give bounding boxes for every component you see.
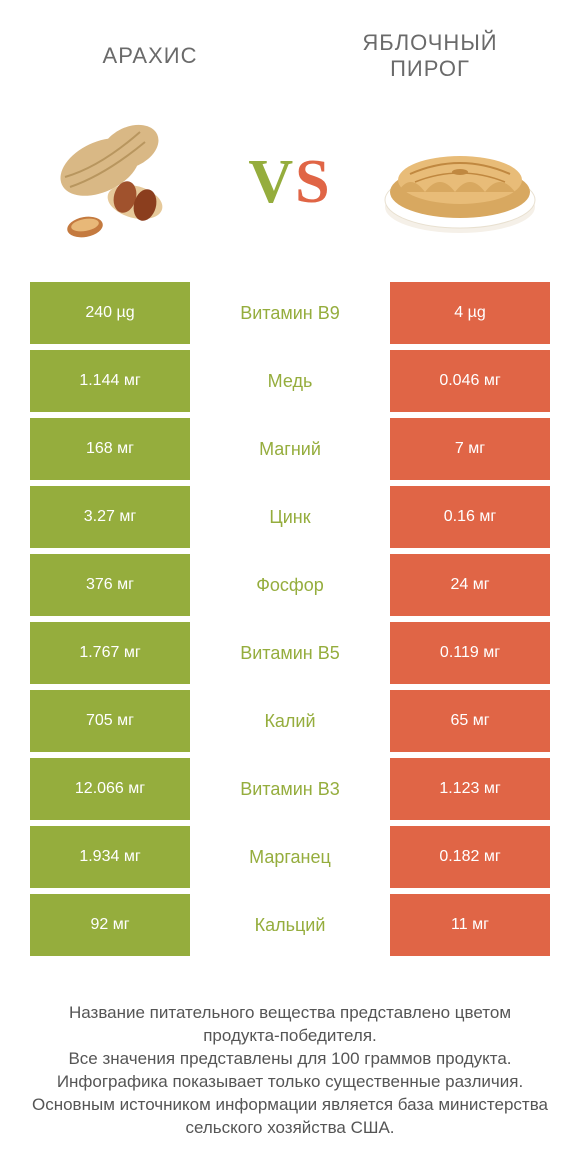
pie-icon <box>380 112 540 252</box>
value-right: 11 мг <box>390 894 550 956</box>
nutrient-name: Калий <box>190 690 390 752</box>
peanut-icon <box>40 112 200 252</box>
nutrient-name: Кальций <box>190 894 390 956</box>
table-row: 376 мгФосфор24 мг <box>30 554 550 616</box>
value-left: 376 мг <box>30 554 190 616</box>
value-right: 24 мг <box>390 554 550 616</box>
nutrient-name: Витамин B9 <box>190 282 390 344</box>
vs-s: S <box>295 147 331 218</box>
vs-v: V <box>248 147 295 218</box>
value-right: 0.16 мг <box>390 486 550 548</box>
left-title: АРАХИС <box>50 43 250 69</box>
value-right: 1.123 мг <box>390 758 550 820</box>
table-row: 240 µgВитамин B94 µg <box>30 282 550 344</box>
table-row: 3.27 мгЦинк0.16 мг <box>30 486 550 548</box>
footer-line: Инфографика показывает только существенн… <box>30 1071 550 1094</box>
value-left: 1.767 мг <box>30 622 190 684</box>
value-left: 12.066 мг <box>30 758 190 820</box>
value-right: 0.182 мг <box>390 826 550 888</box>
nutrient-name: Медь <box>190 350 390 412</box>
value-left: 1.144 мг <box>30 350 190 412</box>
nutrient-name: Марганец <box>190 826 390 888</box>
table-row: 1.934 мгМарганец0.182 мг <box>30 826 550 888</box>
value-left: 168 мг <box>30 418 190 480</box>
value-left: 240 µg <box>30 282 190 344</box>
value-right: 0.046 мг <box>390 350 550 412</box>
table-row: 12.066 мгВитамин B31.123 мг <box>30 758 550 820</box>
vs-row: VS <box>0 92 580 282</box>
value-right: 65 мг <box>390 690 550 752</box>
nutrient-name: Цинк <box>190 486 390 548</box>
right-title: ЯБЛОЧНЫЙ ПИРОГ <box>330 30 530 82</box>
vs-label: VS <box>248 147 331 218</box>
value-right: 4 µg <box>390 282 550 344</box>
value-right: 7 мг <box>390 418 550 480</box>
value-right: 0.119 мг <box>390 622 550 684</box>
footer: Название питательного вещества представл… <box>0 962 580 1140</box>
footer-line: Все значения представлены для 100 граммо… <box>30 1048 550 1071</box>
nutrient-name: Магний <box>190 418 390 480</box>
nutrient-name: Витамин B5 <box>190 622 390 684</box>
table-row: 1.144 мгМедь0.046 мг <box>30 350 550 412</box>
table-row: 168 мгМагний7 мг <box>30 418 550 480</box>
table-row: 705 мгКалий65 мг <box>30 690 550 752</box>
footer-line: Основным источником информации является … <box>30 1094 550 1140</box>
header: АРАХИС ЯБЛОЧНЫЙ ПИРОГ <box>0 0 580 92</box>
value-left: 3.27 мг <box>30 486 190 548</box>
footer-line: Название питательного вещества представл… <box>30 1002 550 1048</box>
comparison-table: 240 µgВитамин B94 µg1.144 мгМедь0.046 мг… <box>0 282 580 956</box>
value-left: 705 мг <box>30 690 190 752</box>
value-left: 92 мг <box>30 894 190 956</box>
value-left: 1.934 мг <box>30 826 190 888</box>
nutrient-name: Витамин B3 <box>190 758 390 820</box>
table-row: 92 мгКальций11 мг <box>30 894 550 956</box>
nutrient-name: Фосфор <box>190 554 390 616</box>
table-row: 1.767 мгВитамин B50.119 мг <box>30 622 550 684</box>
